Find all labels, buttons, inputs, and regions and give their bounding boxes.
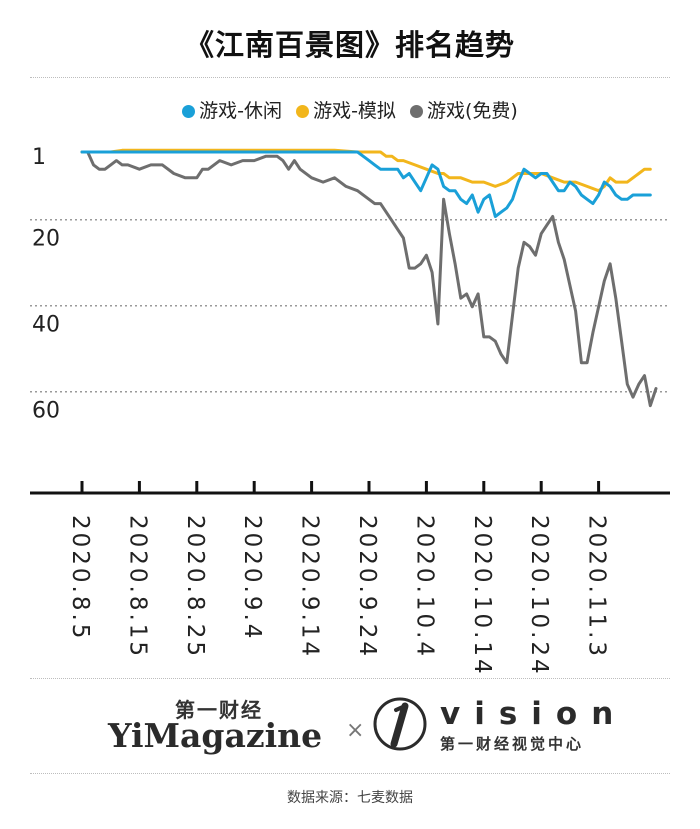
chart-title: 《江南百景图》排名趋势 xyxy=(184,28,515,62)
vision-logo-icon xyxy=(373,697,427,751)
x-tick-label-2: 2020.8.25 xyxy=(182,515,208,659)
x-tick-label-5: 2020.9.24 xyxy=(354,515,380,659)
x-tick-label-3: 2020.9.4 xyxy=(239,515,265,641)
x-tick-label-8: 2020.10.24 xyxy=(526,515,552,677)
rank-trend-chart: 1 20 40 60 2020.8.5 2020.8.15 2020.8.25 2020.9.… xyxy=(30,145,670,677)
legend-item-casual: 游戏-休闲 xyxy=(182,96,282,123)
legend-dot-casual xyxy=(182,105,196,118)
footer-brand-en: YiMagazine xyxy=(108,716,323,755)
series-line-simulation xyxy=(80,148,652,193)
legend-item-free: 游戏(免费) xyxy=(409,96,518,123)
y-tick-label-20: 20 xyxy=(32,227,60,252)
x-tick-label-6: 2020.10.4 xyxy=(411,515,437,659)
footer-brand-cn: 第一财经 xyxy=(175,698,263,722)
legend-dot-free xyxy=(409,105,423,118)
y-tick-label-1: 1 xyxy=(32,145,46,170)
x-tick-label-4: 2020.9.14 xyxy=(297,515,323,659)
data-source: 数据来源：七麦数据 xyxy=(287,790,413,806)
footer-partner-en: vision xyxy=(440,696,628,732)
legend-label-free: 游戏(免费) xyxy=(426,100,518,122)
chart-legend: 游戏-休闲 游戏-模拟 游戏(免费) xyxy=(0,96,700,123)
series-line-casual xyxy=(80,150,652,218)
footer-partner-cn: 第一财经视觉中心 xyxy=(440,735,585,753)
legend-item-simulation: 游戏-模拟 xyxy=(296,96,396,123)
title-divider xyxy=(30,77,670,78)
series-line-free xyxy=(80,150,658,408)
footer-separator: × xyxy=(346,718,365,743)
x-tick-label-1: 2020.8.15 xyxy=(124,515,150,659)
footer-divider-top xyxy=(30,678,670,679)
y-tick-label-40: 40 xyxy=(32,313,60,338)
legend-label-casual: 游戏-休闲 xyxy=(199,100,283,122)
y-tick-label-60: 60 xyxy=(32,399,60,424)
x-tick-label-9: 2020.11.3 xyxy=(584,515,610,659)
x-tick-label-0: 2020.8.5 xyxy=(67,515,93,641)
legend-label-simulation: 游戏-模拟 xyxy=(313,100,396,122)
legend-dot-simulation xyxy=(296,105,310,118)
footer-divider-bottom xyxy=(30,773,670,774)
x-tick-label-7: 2020.10.14 xyxy=(469,515,495,677)
